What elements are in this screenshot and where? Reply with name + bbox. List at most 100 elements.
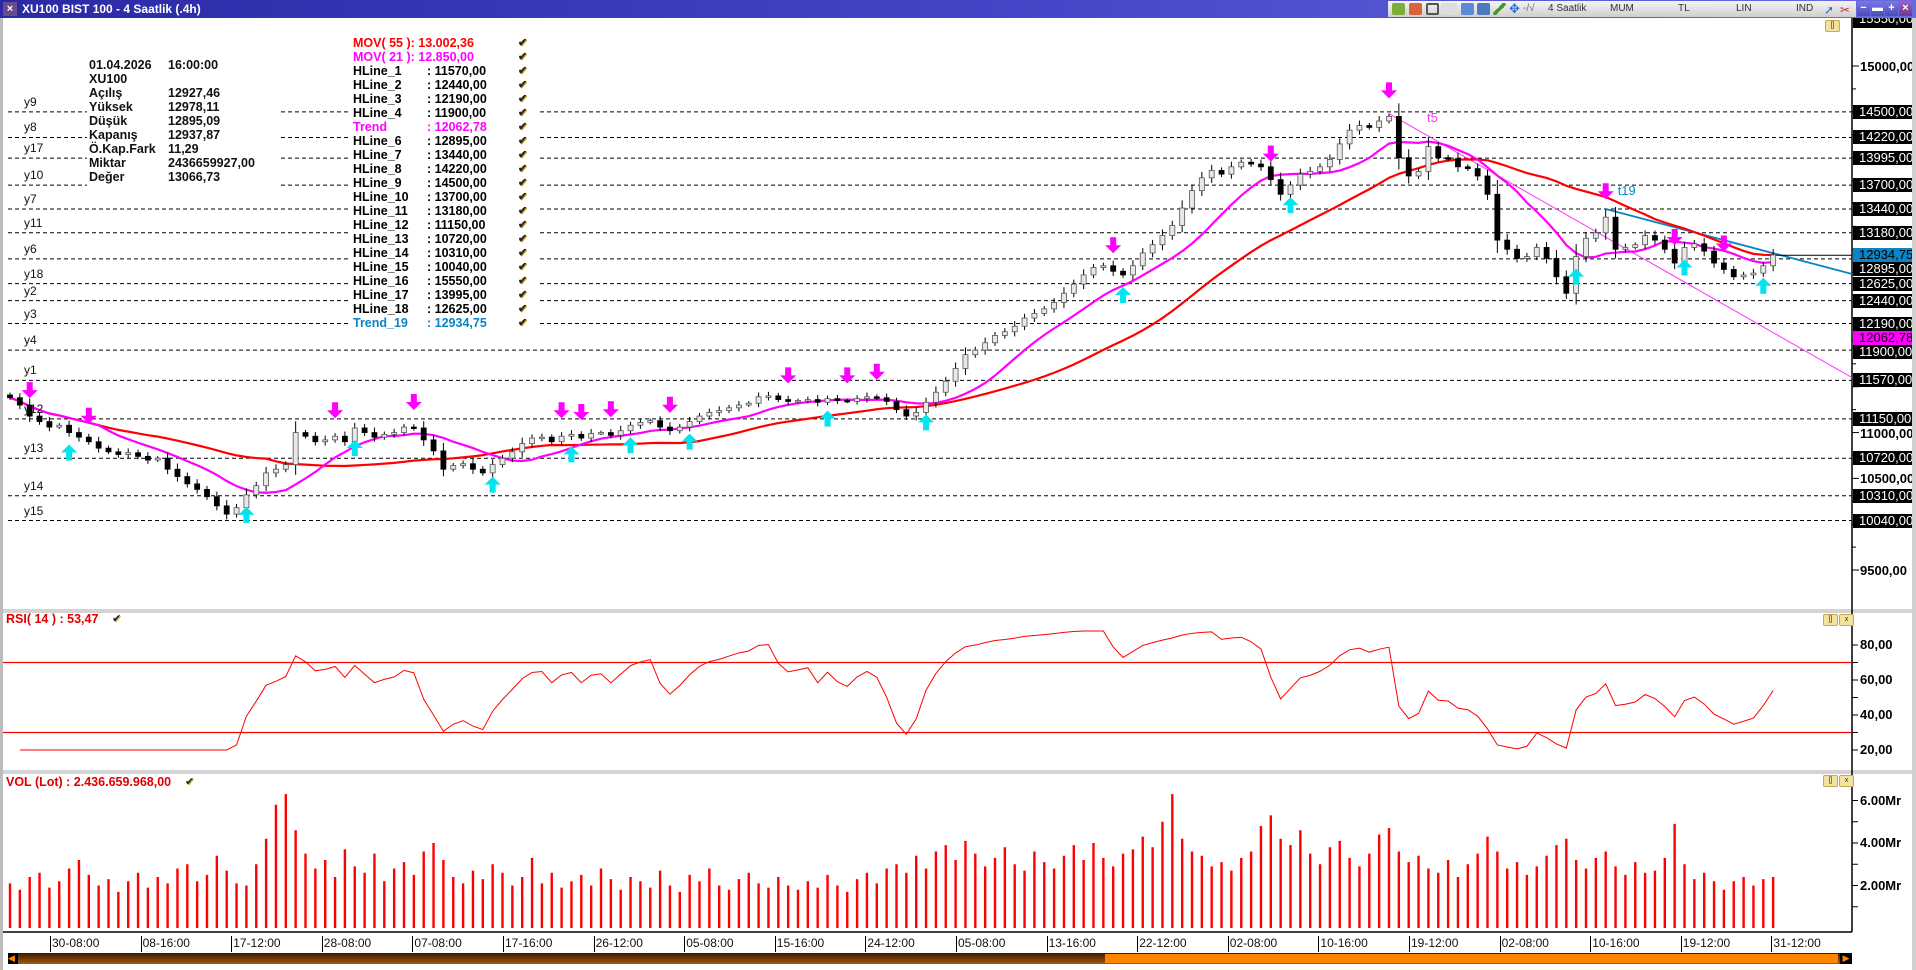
template-icon[interactable] — [1441, 3, 1457, 15]
visible-check-icon[interactable]: ✔ — [518, 289, 528, 301]
volume-bar — [1062, 855, 1066, 928]
hline-axis-badge: 10720,00 — [1853, 451, 1912, 466]
maximize-button[interactable]: + — [1885, 1, 1898, 16]
visible-check-icon[interactable]: ✔ — [518, 79, 528, 91]
visible-check-icon[interactable]: ✔ — [518, 205, 528, 217]
volume-bar — [609, 879, 613, 928]
period-selector[interactable]: 4 Saatlik — [1548, 3, 1587, 14]
close-window-button[interactable]: × — [1899, 1, 1912, 16]
volume-bar — [1171, 794, 1174, 928]
visible-check-icon[interactable]: ✔ — [518, 135, 528, 147]
legend-item[interactable]: HLine_15 10040,00 ✔ — [353, 260, 527, 274]
legend-item[interactable]: HLine_14 10310,00 ✔ — [353, 246, 527, 260]
candle-up — [1740, 274, 1747, 278]
volume-bar — [255, 864, 258, 928]
visible-check-icon[interactable]: ✔ — [518, 65, 528, 77]
panel-divider[interactable] — [3, 609, 1912, 613]
layout-icon[interactable] — [1426, 3, 1439, 15]
visible-check-icon[interactable]: ✔ — [518, 219, 528, 231]
scale-selector[interactable]: LIN — [1736, 3, 1752, 14]
restore-button[interactable]: ▬ — [1871, 1, 1884, 16]
symbol-icon[interactable] — [1392, 3, 1405, 15]
volume-bar — [1299, 830, 1302, 928]
volume-bar — [107, 879, 110, 928]
volume-panel-maximize-button[interactable]: [] — [1823, 775, 1838, 787]
visible-check-icon[interactable]: ✔ — [518, 163, 528, 175]
portfolio-icon[interactable] — [1409, 3, 1422, 15]
close-chart-button[interactable]: × — [3, 2, 17, 16]
legend-item[interactable]: HLine_4 11900,00 ✔ — [353, 106, 527, 120]
legend-item[interactable]: HLine_2 12440,00 ✔ — [353, 78, 527, 92]
visible-check-icon[interactable]: ✔ — [518, 275, 528, 287]
indicator-icon[interactable] — [1477, 3, 1490, 15]
indicators-menu[interactable]: IND — [1796, 3, 1814, 14]
move-icon[interactable]: ✥ — [1509, 3, 1520, 15]
visible-check-icon[interactable]: ✔ — [518, 51, 528, 63]
tools-icon[interactable]: ✂ — [1840, 3, 1851, 15]
visible-check-icon[interactable]: ✔ — [518, 149, 528, 161]
legend-item[interactable]: Trend_19 12934,75 ✔ — [353, 316, 527, 330]
chart-type-selector[interactable]: MUM — [1610, 3, 1634, 14]
time-scrollbar[interactable] — [8, 953, 1852, 964]
legend-label: HLine_11 — [353, 204, 408, 218]
legend-value: 13700,00 — [427, 190, 487, 204]
legend-item[interactable]: HLine_10 13700,00 ✔ — [353, 190, 527, 204]
visible-check-icon[interactable]: ✔ — [518, 121, 528, 133]
legend-item[interactable]: HLine_1 11570,00 ✔ — [353, 64, 527, 78]
legend-item[interactable]: HLine_16 15550,00 ✔ — [353, 274, 527, 288]
volume-panel-close-button[interactable]: x — [1839, 775, 1854, 787]
volume-tick-label: 6.00Mr — [1860, 792, 1902, 808]
candle-down — [361, 427, 368, 433]
visible-check-icon[interactable]: ✔ — [518, 233, 528, 245]
legend-item[interactable]: HLine_6 12895,00 ✔ — [353, 134, 527, 148]
main-panel-maximize-button[interactable]: [] — [1825, 20, 1840, 32]
candle-up — [1238, 161, 1245, 168]
time-tick-label: 13-16:00 — [1046, 936, 1096, 952]
scroll-left-arrow-icon[interactable]: ◀ — [8, 953, 18, 964]
volume-bar — [274, 804, 278, 928]
volume-bar — [737, 879, 741, 928]
visible-check-icon[interactable]: ✔ — [518, 303, 528, 315]
candle-up — [1770, 254, 1777, 267]
candle-up — [243, 494, 250, 509]
panel-divider[interactable] — [3, 770, 1912, 774]
visible-check-icon[interactable]: ✔ — [518, 177, 528, 189]
legend-item[interactable]: HLine_8 14220,00 ✔ — [353, 162, 527, 176]
legend-item[interactable]: HLine_17 13995,00 ✔ — [353, 288, 527, 302]
scrollbar-thumb[interactable] — [1105, 954, 1838, 963]
compare-icon[interactable] — [1461, 3, 1474, 15]
minimize-button[interactable]: − — [1857, 1, 1870, 16]
visible-check-icon[interactable]: ✔ — [518, 93, 528, 105]
legend-item[interactable]: Trend 12062,78 ✔ — [353, 120, 527, 134]
draw-pencil-icon[interactable] — [1493, 3, 1506, 15]
volume-bar — [1535, 866, 1538, 928]
rsi-panel-close-button[interactable]: x — [1839, 614, 1854, 626]
legend-item[interactable]: HLine_18 12625,00 ✔ — [353, 302, 527, 316]
legend-item[interactable]: HLine_9 14500,00 ✔ — [353, 176, 527, 190]
visible-check-icon[interactable]: ✔ — [518, 317, 528, 329]
visible-check-icon[interactable]: ✔ — [518, 261, 528, 273]
rsi-panel-maximize-button[interactable]: [] — [1823, 614, 1838, 626]
volume-bar — [1466, 864, 1469, 928]
formula-icon[interactable]: -/√ — [1523, 3, 1535, 14]
volume-bar — [589, 885, 593, 928]
legend-item[interactable]: MOV( 55 )13.002,36 ✔ — [353, 36, 527, 50]
buy-signal-arrow-icon — [622, 437, 639, 454]
visible-check-icon[interactable]: ✔ — [518, 107, 528, 119]
legend-item[interactable]: HLine_12 11150,00 ✔ — [353, 218, 527, 232]
scroll-right-arrow-icon[interactable]: ▶ — [1840, 953, 1852, 964]
visible-check-icon[interactable]: ✔ — [518, 191, 528, 203]
legend-item[interactable]: HLine_11 13180,00 ✔ — [353, 204, 527, 218]
volume-visible-check-icon[interactable]: ✔ — [185, 776, 195, 788]
legend-item[interactable]: HLine_13 10720,00 ✔ — [353, 232, 527, 246]
visible-check-icon[interactable]: ✔ — [518, 247, 528, 259]
legend-item[interactable]: MOV( 21 )12.850,00 ✔ — [353, 50, 527, 64]
legend-item[interactable]: HLine_3 12190,00 ✔ — [353, 92, 527, 106]
legend-item[interactable]: HLine_7 13440,00 ✔ — [353, 148, 527, 162]
pin-icon[interactable]: ➚ — [1824, 3, 1835, 15]
volume-bar — [708, 868, 711, 928]
currency-selector[interactable]: TL — [1678, 3, 1690, 14]
rsi-visible-check-icon[interactable]: ✔ — [112, 613, 122, 625]
visible-check-icon[interactable]: ✔ — [518, 37, 528, 49]
